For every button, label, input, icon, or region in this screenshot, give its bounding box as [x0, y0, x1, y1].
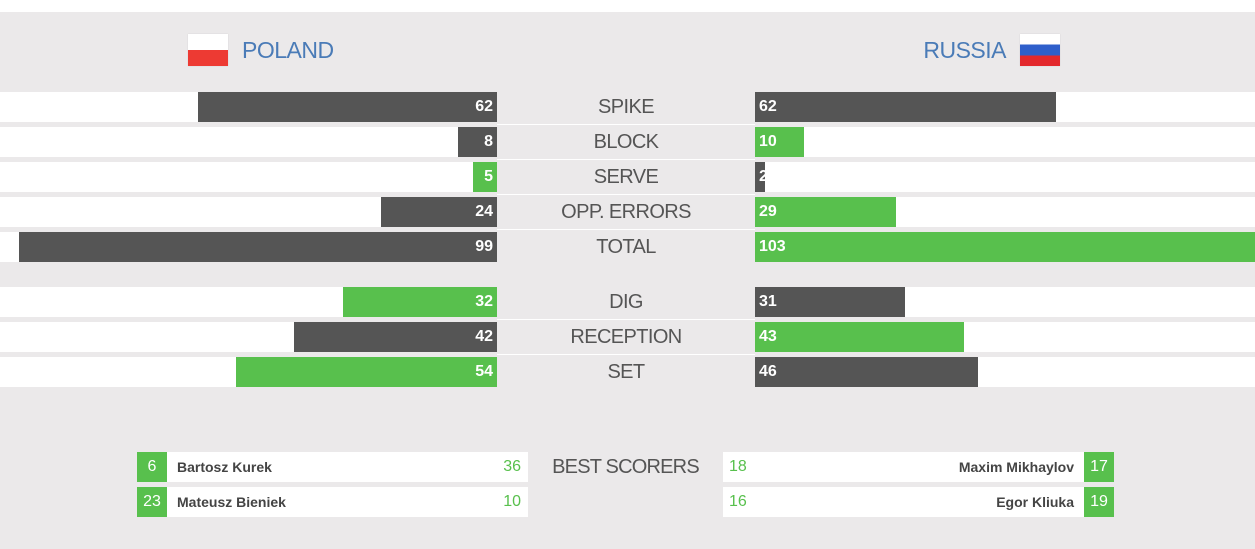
home-stat-track: 99 — [0, 232, 497, 262]
home-stat-track: 24 — [0, 197, 497, 227]
best-scorers-label: BEST SCORERS — [552, 456, 700, 478]
russia-flag-icon — [1020, 34, 1060, 66]
row-divider — [497, 319, 755, 320]
stat-label: OPP. ERRORS — [561, 201, 691, 223]
player-points: 18 — [729, 458, 747, 475]
player-points: 36 — [503, 458, 521, 475]
home-stat-bar: 62 — [198, 92, 497, 122]
away-stat-track: 29 — [755, 197, 1255, 227]
row-divider — [497, 159, 755, 160]
home-scorer-row: 23 Mateusz Bieniek 10 — [137, 487, 528, 517]
stat-row: 42 RECEPTION 43 — [0, 322, 1255, 355]
player-points: 10 — [503, 493, 521, 510]
stat-row: 32 DIG 31 — [0, 287, 1255, 320]
home-stat-bar: 54 — [236, 357, 497, 387]
away-stat-track: 43 — [755, 322, 1255, 352]
home-stat-bar: 8 — [458, 127, 497, 157]
row-divider — [497, 354, 755, 355]
home-scorer-row: 6 Bartosz Kurek 36 — [137, 452, 528, 482]
away-stat-bar: 29 — [755, 197, 896, 227]
row-divider — [497, 194, 755, 195]
stat-label: BLOCK — [593, 131, 659, 153]
player-name: Mateusz Bieniek — [177, 494, 286, 510]
away-stat-track: 2 — [755, 162, 1255, 192]
away-stat-bar: 103 — [755, 232, 1255, 262]
row-divider — [497, 124, 755, 125]
stat-row: 24 OPP. ERRORS 29 — [0, 197, 1255, 230]
away-scorer-row: 16 Egor Kliuka 19 — [723, 487, 1114, 517]
away-stat-bar: 62 — [755, 92, 1056, 122]
home-team-header: POLAND — [188, 30, 334, 70]
away-stat-track: 62 — [755, 92, 1255, 122]
player-points: 16 — [729, 493, 747, 510]
home-stat-track: 62 — [0, 92, 497, 122]
away-team-header: RUSSIA — [923, 30, 1060, 70]
home-stat-bar: 32 — [343, 287, 497, 317]
away-scorer-row: 18 Maxim Mikhaylov 17 — [723, 452, 1114, 482]
home-stat-track: 8 — [0, 127, 497, 157]
stat-label: SET — [607, 361, 645, 383]
away-stat-track: 31 — [755, 287, 1255, 317]
stat-row: 99 TOTAL 103 — [0, 232, 1255, 262]
player-name: Maxim Mikhaylov — [958, 459, 1074, 475]
away-stat-bar: 46 — [755, 357, 978, 387]
player-name: Bartosz Kurek — [177, 459, 272, 475]
stat-row: 8 BLOCK 10 — [0, 127, 1255, 160]
away-stat-track: 46 — [755, 357, 1255, 387]
stat-label: SERVE — [593, 166, 659, 188]
home-stat-track: 42 — [0, 322, 497, 352]
stat-label: DIG — [609, 291, 643, 313]
home-stat-track: 32 — [0, 287, 497, 317]
player-name: Egor Kliuka — [996, 494, 1074, 510]
player-number: 23 — [137, 487, 167, 517]
player-number: 19 — [1084, 487, 1114, 517]
stat-row: 62 SPIKE 62 — [0, 92, 1255, 125]
home-stat-track: 5 — [0, 162, 497, 192]
away-stat-bar: 31 — [755, 287, 905, 317]
stat-label: SPIKE — [598, 96, 655, 118]
stat-label: RECEPTION — [570, 326, 682, 348]
away-stat-bar: 43 — [755, 322, 964, 352]
player-number: 6 — [137, 452, 167, 482]
stat-row: 54 SET 46 — [0, 357, 1255, 387]
away-team-name: RUSSIA — [923, 36, 1006, 63]
away-stat-bar: 10 — [755, 127, 804, 157]
home-stat-bar: 42 — [294, 322, 497, 352]
away-stat-track: 10 — [755, 127, 1255, 157]
player-number: 17 — [1084, 452, 1114, 482]
away-stat-track: 103 — [755, 232, 1255, 262]
stat-label: TOTAL — [596, 236, 656, 258]
home-stat-bar: 99 — [19, 232, 497, 262]
home-stat-bar: 24 — [381, 197, 497, 227]
stat-row: 5 SERVE 2 — [0, 162, 1255, 195]
away-stat-bar: 2 — [755, 162, 768, 192]
row-divider — [497, 229, 755, 230]
home-stat-track: 54 — [0, 357, 497, 387]
poland-flag-icon — [188, 34, 228, 66]
home-team-name: POLAND — [242, 36, 334, 63]
home-stat-bar: 5 — [473, 162, 497, 192]
